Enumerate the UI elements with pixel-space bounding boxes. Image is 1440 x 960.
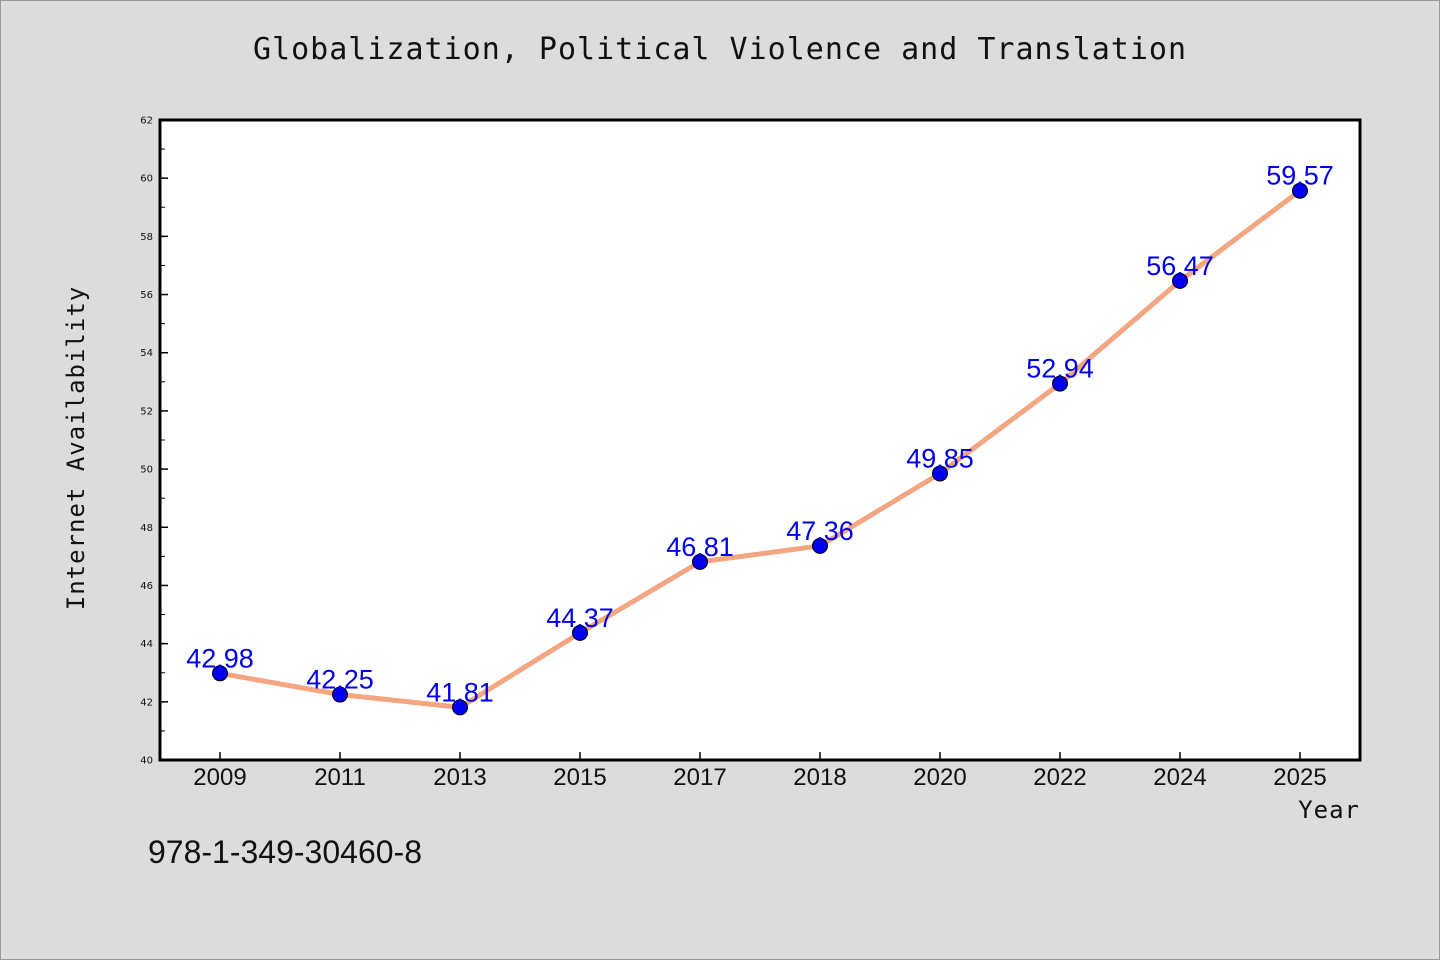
x-tick-label: 2025 [1273,764,1326,791]
data-point [1172,272,1188,289]
markers [212,182,1308,716]
isbn-text: 978-1-349-30460-8 [148,834,422,870]
y-tick-label: 40 [140,756,153,767]
data-point [932,465,948,482]
data-label: 59.57 [1266,161,1334,191]
chart-title: Globalization, Political Violence and Tr… [252,32,1187,67]
x-tick-label: 2024 [1153,764,1206,791]
y-tick-label: 50 [140,465,153,476]
y-tick-label: 46 [140,581,153,592]
y-tick-label: 44 [140,639,153,650]
data-label: 52.94 [1026,354,1094,384]
data-label: 56.47 [1146,251,1214,281]
x-tick-label: 2018 [793,764,846,791]
data-labels: 42.98 42.25 41.81 44.37 46.81 47.36 49.85 52.94… [186,161,1334,708]
data-label: 47.36 [786,516,854,546]
data-point [212,665,228,682]
x-tick-label: 2009 [193,764,246,791]
series-line [217,188,1303,710]
data-point [572,624,588,641]
x-ticks: 2009 2011 2013 2015 2017 2018 2020 2022 2024 2025 [193,752,1327,791]
plot-area [158,118,1362,762]
data-point [812,537,828,554]
x-tick-label: 2015 [553,764,606,791]
y-ticks: 40 42 44 46 48 50 52 54 56 58 60 62 [140,116,168,767]
y-tick-label: 52 [140,406,153,417]
x-tick-label: 2017 [673,764,726,791]
x-tick-label: 2020 [913,764,966,791]
series-line-group [217,188,1303,710]
y-tick-label: 60 [140,174,153,185]
data-point [452,699,468,716]
x-tick-label: 2022 [1033,764,1086,791]
data-label: 42.98 [186,643,254,673]
data-point [692,553,708,570]
y-tick-label: 62 [140,116,153,127]
data-point [332,686,348,703]
x-tick-label: 2013 [433,764,486,791]
data-label: 41.81 [426,677,494,707]
y-tick-label: 54 [140,348,153,359]
data-point [1292,182,1308,199]
data-label: 46.81 [666,532,734,562]
y-tick-label: 56 [140,290,153,301]
data-label: 42.25 [306,665,374,695]
y-tick-label: 48 [140,523,153,534]
y-tick-label: 58 [140,232,153,243]
data-point [1052,375,1068,392]
data-label: 49.85 [906,443,974,473]
x-axis-label: Year [1298,796,1360,824]
y-tick-label: 42 [140,697,153,708]
data-label: 44.37 [546,603,614,633]
x-tick-label: 2011 [314,764,366,791]
